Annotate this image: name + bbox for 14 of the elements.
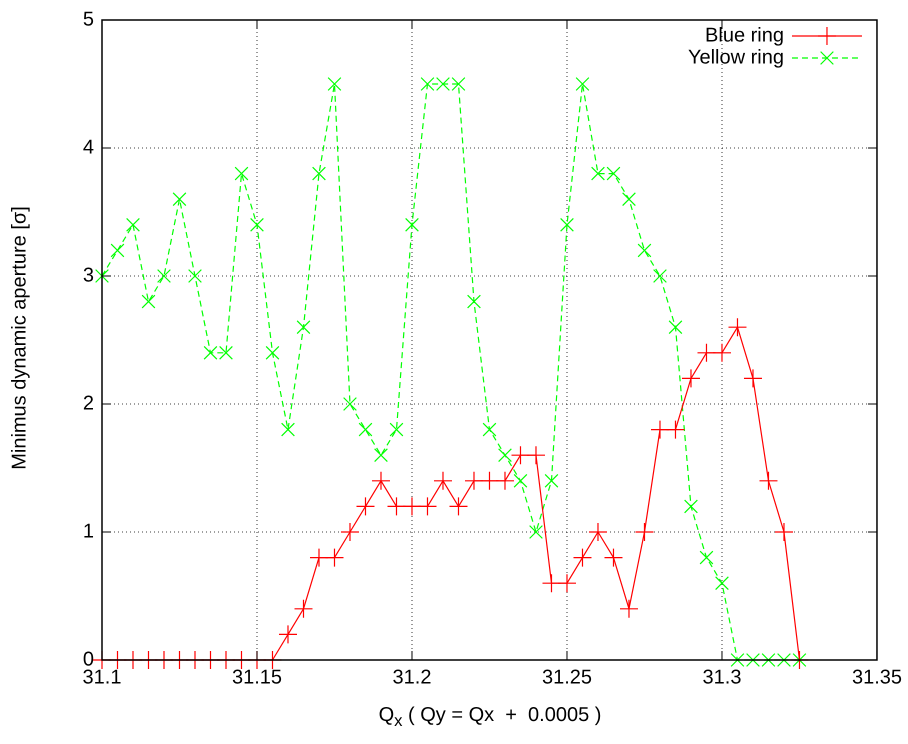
y-tick-label: 5	[82, 8, 94, 31]
x-tick-label: 31.35	[852, 666, 902, 689]
y-tick-label: 3	[82, 264, 94, 287]
x-tick-label: 31.25	[542, 666, 592, 689]
y-tick-label: 4	[82, 136, 94, 159]
x-tick-label: 31.2	[392, 666, 432, 689]
y-tick-label: 1	[82, 520, 94, 543]
legend-label: Yellow ring	[688, 46, 784, 69]
x-tick-label: 31.15	[232, 666, 282, 689]
y-tick-label: 2	[82, 392, 94, 415]
y-axis-title: Minimus dynamic aperture [σ]	[8, 206, 32, 470]
x-axis-title: Q$_{x}$ ( Qy = Qx + 0.0005 )	[378, 704, 602, 731]
x-tick-label: 31.3	[702, 666, 742, 689]
legend-label: Blue ring	[705, 24, 784, 47]
